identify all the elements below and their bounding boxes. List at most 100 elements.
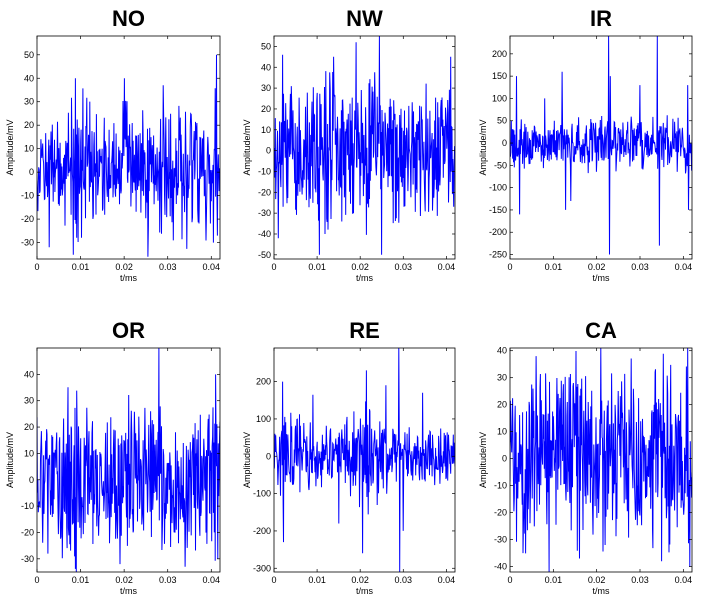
x-tick-label: 0.01 (545, 262, 563, 272)
x-tick-label: 0.02 (588, 262, 606, 272)
x-tick-label: 0 (507, 262, 512, 272)
x-tick-label: 0 (271, 575, 276, 585)
y-tick-label: -40 (494, 562, 507, 572)
y-tick-label: 40 (261, 62, 271, 72)
x-tick-label: 0.01 (545, 575, 563, 585)
x-tick-label: 0.01 (72, 575, 90, 585)
x-axis-label: t/ms (120, 273, 137, 283)
y-tick-label: 0 (29, 167, 34, 177)
y-tick-label: 100 (492, 93, 507, 103)
y-tick-label: -10 (258, 166, 271, 176)
y-tick-label: -300 (253, 563, 271, 573)
x-tick-label: 0.04 (675, 575, 693, 585)
y-tick-label: 10 (24, 144, 34, 154)
axes-frame (273, 347, 456, 573)
y-tick-label: 200 (256, 377, 271, 387)
signal-line (510, 348, 692, 572)
x-tick-label: 0.04 (203, 575, 221, 585)
y-tick-label: -30 (494, 535, 507, 545)
y-tick-label: 0 (502, 138, 507, 148)
y-tick-label: -30 (258, 208, 271, 218)
panel-nw: NW 0 0.01 0.02 0.03 0.04 -50 -40 -30 -20 -10 0 10 20 3… (242, 6, 456, 283)
x-tick-label: 0.01 (308, 262, 326, 272)
y-tick-label: -10 (21, 191, 34, 201)
x-tick-label: 0.02 (115, 575, 133, 585)
y-axis-label: Amplitude/mV (5, 432, 15, 488)
y-tick-label: 40 (24, 369, 34, 379)
x-tick-label: 0.04 (675, 262, 693, 272)
y-tick-label: -200 (253, 526, 271, 536)
y-tick-label: 150 (492, 71, 507, 81)
x-tick-label: 0 (507, 575, 512, 585)
x-tick-label: 0.02 (588, 575, 606, 585)
signal-line (274, 36, 455, 255)
y-tick-label: -150 (489, 205, 507, 215)
y-tick-label: 50 (261, 41, 271, 51)
y-tick-label: -20 (21, 214, 34, 224)
y-tick-label: -50 (494, 160, 507, 170)
y-tick-label: 20 (261, 104, 271, 114)
y-tick-label: -20 (21, 527, 34, 537)
y-tick-label: 0 (502, 454, 507, 464)
y-tick-label: 40 (497, 346, 507, 356)
y-tick-label: -100 (489, 183, 507, 193)
y-tick-label: 10 (24, 448, 34, 458)
panel-title: NW (346, 6, 383, 31)
y-tick-label: 20 (24, 422, 34, 432)
y-tick-label: 40 (24, 73, 34, 83)
y-tick-label: -40 (258, 229, 271, 239)
x-axis-label: t/ms (593, 586, 610, 596)
axes-frame (36, 35, 221, 260)
y-tick-label: -10 (21, 501, 34, 511)
x-tick-label: 0.04 (203, 262, 221, 272)
signal-line (37, 54, 220, 257)
panel-title: OR (112, 318, 145, 343)
y-tick-label: 10 (497, 427, 507, 437)
panel-re: RE 0 0.01 0.02 0.03 0.04 -300 -200 -100 0 100 200 t/… (242, 318, 456, 596)
x-tick-label: 0.03 (395, 262, 413, 272)
x-tick-label: 0.04 (438, 575, 456, 585)
x-tick-label: 0.02 (351, 262, 369, 272)
y-tick-label: 50 (24, 50, 34, 60)
panel-title: IR (590, 6, 612, 31)
x-axis-label: t/ms (120, 586, 137, 596)
y-axis-label: Amplitude/mV (242, 432, 252, 488)
y-tick-label: -20 (494, 508, 507, 518)
x-axis-label: t/ms (593, 273, 610, 283)
y-tick-label: -10 (494, 481, 507, 491)
x-tick-label: 0.03 (159, 262, 177, 272)
x-tick-label: 0.02 (115, 262, 133, 272)
y-tick-label: 30 (24, 97, 34, 107)
x-tick-label: 0.03 (159, 575, 177, 585)
axes-frame (509, 35, 693, 260)
x-tick-label: 0.03 (395, 575, 413, 585)
axes-frame (509, 347, 693, 573)
y-tick-label: -30 (21, 238, 34, 248)
y-tick-label: 0 (29, 475, 34, 485)
x-tick-label: 0.01 (308, 575, 326, 585)
y-tick-label: 30 (497, 373, 507, 383)
y-tick-label: 50 (497, 116, 507, 126)
x-tick-label: 0.01 (72, 262, 90, 272)
signal-line (37, 348, 220, 572)
panel-ir: IR 0 0.01 0.02 0.03 0.04 -250 -200 -150 -100 -50 0 5… (478, 6, 693, 283)
panel-or: OR 0 0.01 0.02 0.03 0.04 -30 -20 -10 0 10 20 30 40 t/m… (5, 318, 221, 596)
signal-line (510, 36, 692, 255)
y-tick-label: -20 (258, 187, 271, 197)
y-tick-label: -250 (489, 250, 507, 260)
y-axis-label: Amplitude/mV (478, 119, 488, 175)
signal-line (274, 348, 455, 572)
y-axis-label: Amplitude/mV (478, 432, 488, 488)
y-tick-label: 0 (266, 451, 271, 461)
y-tick-label: 10 (261, 125, 271, 135)
y-tick-label: 30 (261, 83, 271, 93)
y-tick-label: 20 (497, 400, 507, 410)
y-tick-label: -200 (489, 227, 507, 237)
panel-title: CA (585, 318, 617, 343)
y-tick-label: 200 (492, 49, 507, 59)
x-tick-label: 0 (271, 262, 276, 272)
y-axis-label: Amplitude/mV (5, 119, 15, 175)
y-tick-label: -100 (253, 489, 271, 499)
panel-title: NO (112, 6, 145, 31)
